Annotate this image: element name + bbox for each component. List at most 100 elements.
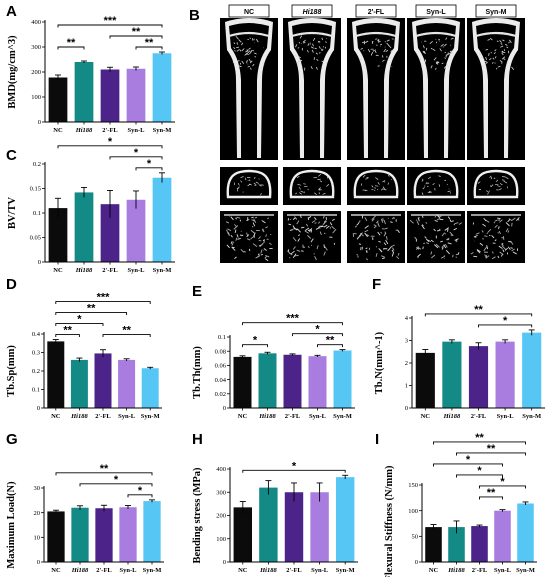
error-bar [422,349,429,357]
bar-synl [126,199,146,262]
error-bar [133,66,139,71]
y-tick-label: 0 [223,405,226,412]
x-tick-label: Hi188 [71,567,89,574]
error-bar [107,66,113,72]
error-bar [289,353,296,356]
ct-3d-trabecular-image [467,211,525,263]
ct-cross-section-image [467,167,525,205]
x-tick-label: Syn-M [516,567,535,574]
error-bar [502,339,509,344]
ct-label: Hi188 [303,9,322,16]
bar-hi188 [70,359,88,408]
significance-bracket: * [55,314,104,327]
bar-hi188 [259,487,278,562]
x-tick-label: Syn-M [141,413,160,420]
ct-cross-section-image [220,167,278,205]
bar-nc [47,511,65,562]
y-tick-label: 0.02 [215,391,226,398]
y-tick-label: 50 [412,534,419,541]
error-bar [159,172,165,183]
error-bar [265,480,272,495]
x-tick-label: Syn-L [128,267,146,274]
x-tick-label: Syn-L [128,127,146,134]
ct-cortex [412,18,460,158]
significance-bracket: ** [433,432,526,445]
bar-synm [152,177,172,262]
ct-cross-cortex [226,169,272,199]
ct-label: 2'-FL [368,9,385,16]
significance-label: ** [475,432,484,444]
x-tick-label: 2'-FL [286,567,302,574]
y-tick-label: 3 [405,338,408,345]
error-bar [342,474,349,479]
significance-bracket: * [57,136,163,149]
y-tick-label: 20 [34,510,41,517]
error-bar [101,504,107,512]
y-axis-label: Bending stress (MPa) [192,467,203,564]
x-tick-label: 2'-FL [95,413,111,420]
error-bar [77,505,83,510]
y-axis-label: BV/TV [7,197,18,230]
y-tick-label: 0.4 [32,331,41,338]
y-tick-label: 1 [405,383,408,390]
ct-cortex [288,18,336,158]
panel-letter-g: G [6,431,18,448]
y-tick-label: 0 [38,119,41,126]
error-bar [499,509,506,512]
bar-2fl [100,69,120,122]
ct-3d-trabecular-image [347,211,405,263]
ct-growth-plate [291,31,333,38]
bar-synm [522,332,542,409]
error-bar [291,482,297,502]
error-bar [147,366,154,370]
y-tick-label: 400 [31,19,41,26]
x-tick-label: Syn-M [522,413,541,420]
bar-2fl [283,354,302,408]
x-tick-label: Syn-M [336,567,355,574]
y-tick-label: 0.04 [215,377,227,384]
x-tick-label: Syn-M [333,413,352,420]
bar-synl [118,359,136,408]
bar-synl [310,492,329,562]
chart-d: D 0 0.1 0.2 0.3 0.4 NC Hi188 2'-FL Syn-L Syn-M Tb.S… [6,276,162,420]
chart-a: A 0 100 200 300 400 NC Hi188 2'-FL Syn-L Syn-M BMD(… [6,3,175,134]
significance-label: ** [122,325,131,337]
significance-bracket: ** [135,37,163,50]
ct-trabeculae [478,37,515,70]
bar-2fl [95,508,113,562]
significance-label: * [138,485,143,497]
significance-bracket: * [79,474,153,487]
significance-label: * [114,474,119,486]
y-tick-label: 0.08 [215,348,226,355]
bar-synm [333,350,352,408]
x-tick-label: 2'-FL [471,413,487,420]
bar-2fl [284,492,304,562]
y-tick-label: 0.2 [32,368,40,375]
significance-bracket: * [127,485,153,498]
x-tick-label: 2'-FL [472,567,488,574]
panel-letter-e: E [192,283,202,300]
ct-cross-section-image [407,167,465,205]
x-tick-label: Syn-M [143,567,162,574]
y-axis-label: Tb.Th(mm) [192,346,203,399]
significance-bracket: *** [57,15,163,28]
x-tick-label: Hi188 [75,267,93,274]
x-tick-label: Syn-L [494,567,512,574]
significance-label: ** [100,463,109,475]
error-bar [475,342,482,350]
chart-f: F 0 1 2 3 4 NC Hi188 2'-FL Syn-L Syn-M Tb.N(mm^-1) *… [372,276,545,420]
significance-label: ** [63,325,72,337]
ct-label-box [228,4,270,18]
x-tick-label: Hi188 [447,567,465,574]
y-tick-label: 0.1 [33,210,41,217]
error-bar [159,51,165,55]
significance-bracket: * [109,147,163,160]
ct-cross-trabeculae [360,174,393,192]
significance-bracket: *** [55,292,151,305]
ct-trabeculae [359,38,394,69]
x-tick-label: Hi188 [75,127,93,134]
chart-g: G 0 10 20 30 NC Hi188 2'-FL Syn-L Syn-M Maximum Lo… [6,431,164,574]
bar-nc [233,507,253,562]
bar-hi188 [448,527,465,562]
